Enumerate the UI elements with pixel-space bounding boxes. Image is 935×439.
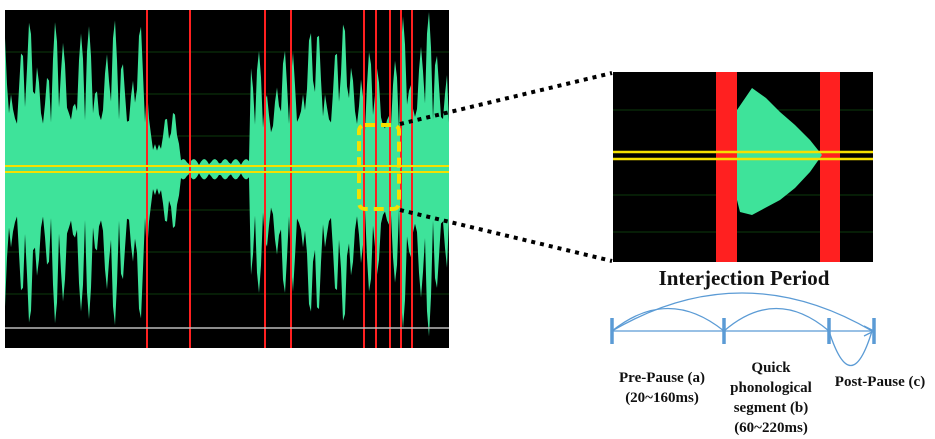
phase-label: (60~220ms)	[734, 420, 808, 436]
phase-label: (20~160ms)	[625, 390, 699, 406]
phase-label: Pre-Pause (a)	[619, 370, 705, 386]
timeline	[612, 293, 874, 366]
phase-label: Post-Pause (c)	[835, 374, 925, 390]
phase-label: segment (b)	[734, 400, 809, 416]
segment-marker	[820, 72, 840, 262]
phase-labels: Pre-Pause (a) (20~160ms) Quick phonological…	[619, 360, 925, 436]
phase-label: phonological	[730, 380, 812, 396]
phase-label: Quick	[751, 360, 791, 376]
segment-marker	[716, 72, 737, 262]
diagram-title: Interjection Period	[659, 266, 830, 290]
figure: Interjection Period Pre-Pause (a) (20~160…	[0, 0, 935, 439]
